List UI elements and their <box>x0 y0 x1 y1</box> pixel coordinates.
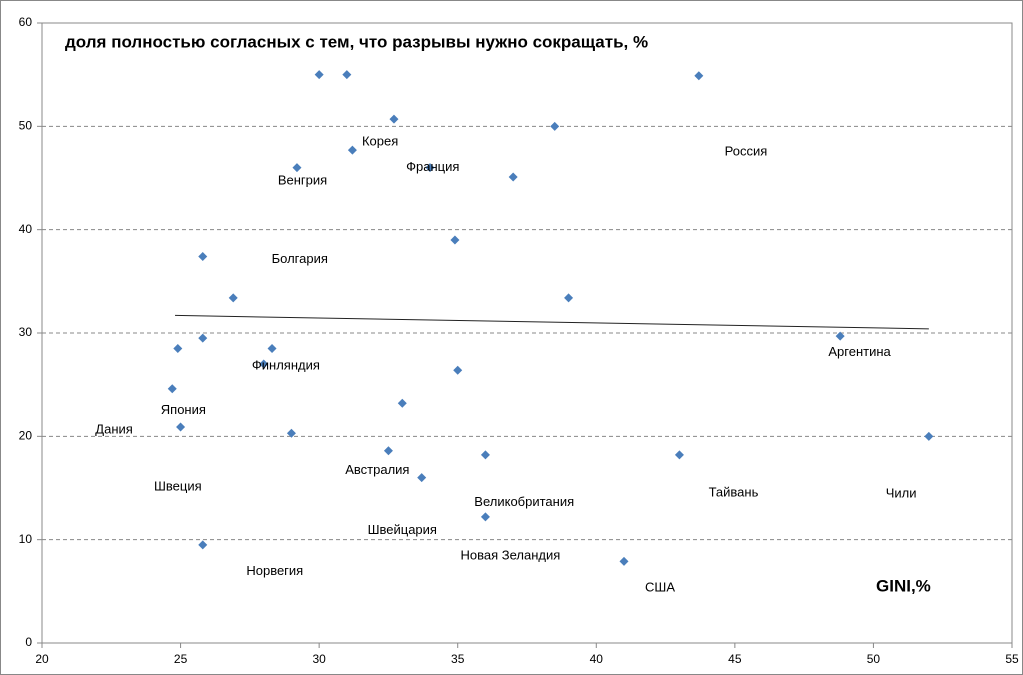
point <box>674 450 684 460</box>
annotation: Норвегия <box>246 563 303 578</box>
annotation: Великобритания <box>474 494 574 509</box>
y-tick-label: 60 <box>19 15 33 29</box>
point <box>167 384 177 394</box>
point <box>267 344 277 353</box>
point <box>342 70 352 80</box>
plot-frame <box>41 22 1013 644</box>
point <box>286 428 296 438</box>
point <box>550 121 560 131</box>
x-tick-label: 40 <box>590 652 604 666</box>
point <box>564 293 574 303</box>
x-tick-label: 30 <box>312 652 326 666</box>
point <box>173 344 183 353</box>
trendline <box>175 314 929 330</box>
annotation: Япония <box>161 402 206 417</box>
x-tick-label: 50 <box>867 652 881 666</box>
point <box>924 431 934 441</box>
y-tick-label: 50 <box>19 119 33 133</box>
point <box>292 163 302 173</box>
point <box>259 359 269 369</box>
point <box>198 333 208 343</box>
annotation: Финляндия <box>252 358 320 373</box>
point <box>383 446 393 456</box>
y-tick-label: 40 <box>19 222 33 236</box>
y-tick-label: 20 <box>19 429 33 443</box>
x-axis-label: GINI,% <box>876 576 931 595</box>
y-tick-label: 30 <box>19 325 33 339</box>
point <box>198 540 208 550</box>
point <box>450 235 460 245</box>
annotation: Швейцария <box>368 522 437 537</box>
point <box>619 556 629 566</box>
annotation: Корея <box>362 133 398 148</box>
point <box>389 114 399 124</box>
point <box>480 512 490 522</box>
x-tick-label: 20 <box>35 652 49 666</box>
point <box>508 172 518 182</box>
x-tick-label: 35 <box>451 652 465 666</box>
annotation: Венгрия <box>278 173 327 188</box>
point <box>314 70 324 80</box>
y-tick-label: 0 <box>25 635 32 649</box>
point <box>694 71 704 81</box>
point <box>835 331 845 341</box>
point <box>397 398 407 408</box>
x-tick-label: 55 <box>1005 652 1019 666</box>
y-tick-label: 10 <box>19 532 33 546</box>
point <box>347 145 357 155</box>
point <box>228 293 238 303</box>
annotation: Чили <box>886 486 917 501</box>
annotation: Швеция <box>154 478 202 493</box>
chart-title: доля полностью согласных с тем, что разр… <box>65 32 648 51</box>
x-tick-label: 25 <box>174 652 188 666</box>
x-tick-label: 45 <box>728 652 742 666</box>
annotation: США <box>645 580 675 595</box>
point <box>176 422 186 432</box>
annotation: Тайвань <box>709 485 759 500</box>
point <box>480 450 490 460</box>
annotation: Австралия <box>345 462 409 477</box>
point <box>453 365 463 375</box>
annotation: Россия <box>725 144 768 159</box>
annotation: Дания <box>95 422 133 437</box>
point <box>198 252 208 262</box>
point <box>425 163 435 173</box>
annotation: Франция <box>406 159 459 174</box>
annotation: Болгария <box>272 251 328 266</box>
annotation: Аргентина <box>828 344 891 359</box>
annotation: Новая Зеландия <box>460 548 560 563</box>
point <box>417 473 427 483</box>
